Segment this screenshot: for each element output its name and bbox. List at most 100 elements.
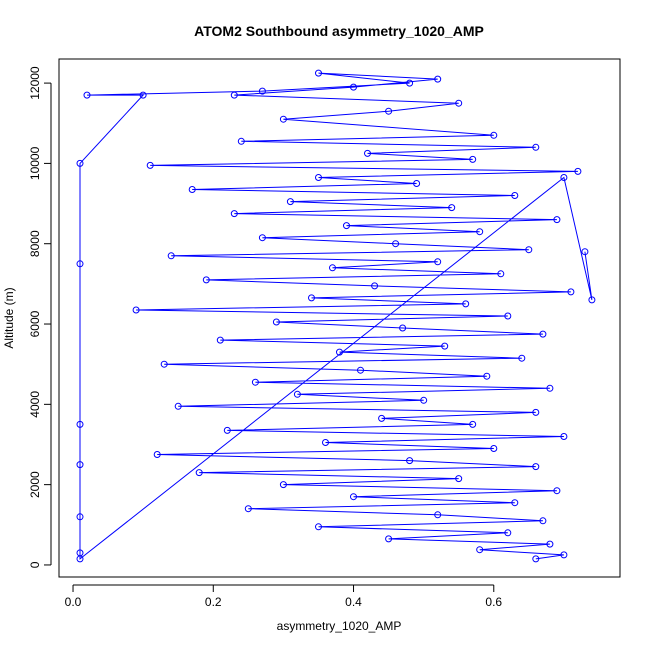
data-point [532,408,540,416]
x-axis: 0.0 0.2 0.4 0.6 [65,584,502,609]
data-point [357,366,364,374]
data-point [76,260,84,268]
data-point [195,469,203,477]
data-point [315,174,322,181]
x-axis-label: asymmetry_1020_AMP [277,619,402,633]
data-point [188,186,196,193]
data-point [293,390,301,398]
data-point [476,546,484,554]
data-point [504,529,512,537]
data-point [532,555,540,563]
data-point [343,222,350,230]
data-point [385,107,393,115]
data-point [567,288,575,296]
data-point [132,306,140,314]
data-point [469,420,477,428]
data-point [371,282,379,290]
data-point [202,276,210,284]
data-point [455,475,463,483]
data-point [434,511,442,519]
data-point [448,204,456,212]
data-point [322,439,329,446]
data-point [476,228,484,236]
data-point [160,360,168,368]
data-point [497,270,505,278]
data-point [490,131,498,139]
x-tick-label: 0.0 [65,595,82,609]
data-point [230,91,238,99]
data-point [539,330,547,338]
data-point [223,426,231,434]
data-point [153,451,161,458]
data-point [146,161,154,169]
data-point [469,155,477,163]
data-point [76,461,84,469]
data-point [525,246,533,254]
y-tick-label: 12000 [28,66,42,100]
data-point [406,79,414,87]
y-axis-label: Altitude (m) [2,287,16,348]
y-tick-label: 0 [28,561,42,568]
data-point [560,433,568,440]
data-point [434,75,442,83]
y-tick-label: 8000 [28,230,42,257]
y-tick-label: 6000 [28,310,42,337]
data-point [364,149,371,157]
data-point [378,414,386,422]
data-point [392,240,400,248]
data-point [139,91,147,99]
data-point [385,535,393,543]
data-point [237,137,245,145]
y-tick-label: 10000 [28,146,42,180]
data-point [76,555,84,563]
data-point [350,83,357,91]
data-point [455,99,463,107]
data-point [258,87,266,95]
data-point [553,487,561,495]
data-point [588,296,596,304]
data-point [406,457,414,465]
data-point [83,91,91,99]
data-point [76,420,84,428]
data-point [216,336,224,344]
data-point [413,180,421,187]
data-point [546,540,554,548]
data-point [574,167,582,175]
data-point [532,143,540,151]
series-line [79,72,593,560]
data-point [553,216,561,224]
data-point [76,159,84,167]
data-point [546,384,554,392]
data-point [350,493,357,501]
data-point [490,445,498,452]
data-point [399,324,407,332]
y-tick-label: 4000 [28,391,42,418]
data-point [258,234,266,242]
data-point [511,192,519,199]
data-point [560,174,568,181]
series-layer [76,69,596,563]
x-tick-label: 0.6 [485,595,502,609]
x-tick-label: 0.4 [345,595,362,609]
y-axis: 0 2000 4000 6000 8000 10000 12000 [28,66,52,568]
data-point [511,499,519,507]
data-point [315,523,322,531]
data-point [279,481,287,489]
data-point [434,258,442,266]
data-point [251,378,259,386]
data-point [581,248,589,256]
data-point [76,513,84,521]
data-point [230,210,238,218]
chart-title: ATOM2 Southbound asymmetry_1020_AMP [194,23,484,39]
data-point [420,396,428,404]
data-point [244,505,252,513]
data-point [315,69,322,77]
data-point [539,517,547,525]
data-point [504,312,512,320]
data-point [483,372,491,380]
data-point [462,300,470,308]
data-point [174,402,182,410]
data-point [272,318,280,326]
x-tick-label: 0.2 [205,595,222,609]
